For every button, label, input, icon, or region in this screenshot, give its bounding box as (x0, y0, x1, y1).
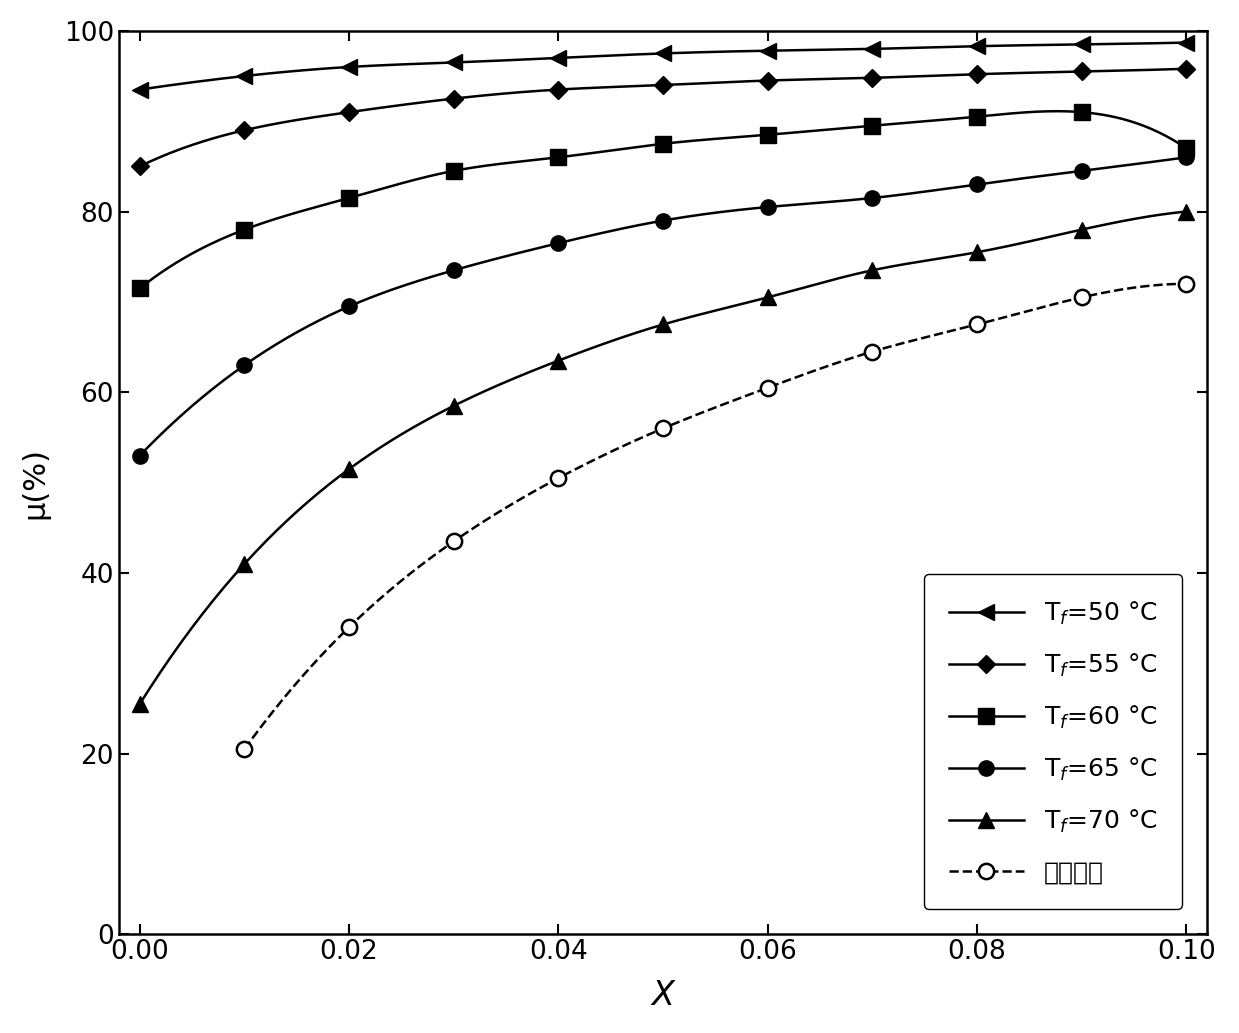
Y-axis label: μ(%): μ(%) (21, 446, 50, 519)
X-axis label: X: X (652, 979, 674, 1012)
Legend: T$_f$=50 °C, T$_f$=55 °C, T$_f$=60 °C, T$_f$=65 °C, T$_f$=70 °C, 水回收线: T$_f$=50 °C, T$_f$=55 °C, T$_f$=60 °C, T… (923, 574, 1182, 909)
